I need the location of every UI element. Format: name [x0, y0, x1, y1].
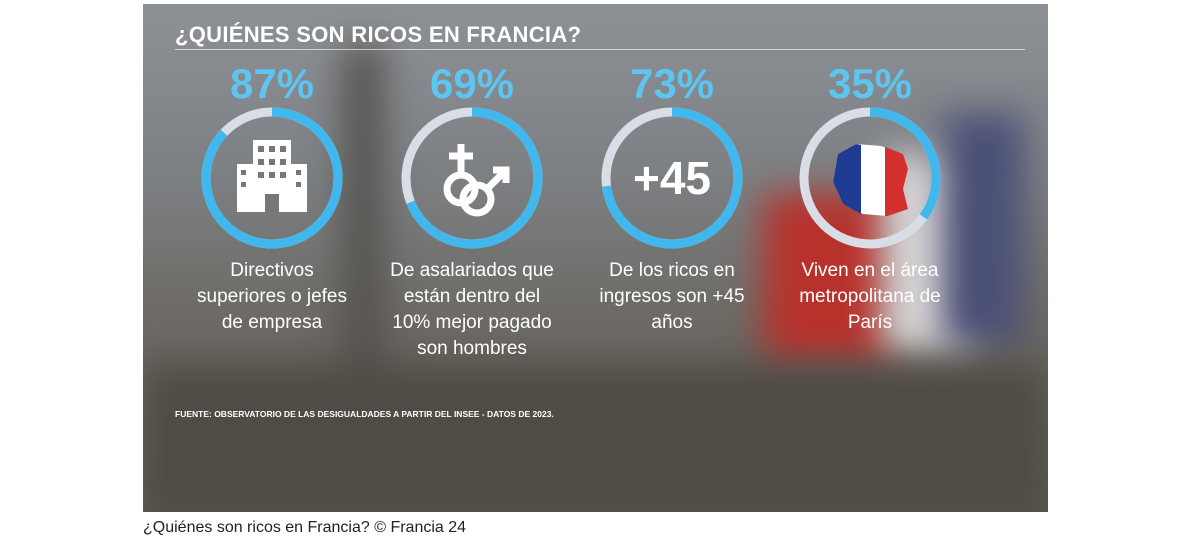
- title: ¿QUIÉNES SON RICOS EN FRANCIA?: [175, 22, 582, 47]
- background: [943, 114, 1023, 344]
- icon-france: [833, 144, 908, 216]
- ring-arc: [799, 107, 941, 249]
- background: [343, 44, 383, 424]
- background: [763, 194, 893, 364]
- badge: +45: [633, 152, 711, 204]
- value-label: 73%: [629, 60, 715, 107]
- title-rule: [175, 49, 1025, 50]
- description: Directivos superiores o jefes de empresa: [197, 260, 347, 333]
- icon-gender: [443, 144, 510, 217]
- icon-building: [237, 140, 307, 212]
- description: Viven en el área metropolitana de París: [799, 260, 941, 333]
- description: De asalariados que están dentro del 10% …: [390, 260, 554, 359]
- description: De los ricos en ingresos son +45 años: [599, 260, 745, 333]
- rings: +45: [201, 107, 941, 249]
- infographic: +45 ¿QUIÉNES SON RICOS EN FRANCIA? 87% Di…: [143, 4, 1048, 512]
- value-label: 69%: [429, 60, 515, 107]
- ring-arc: [401, 107, 543, 249]
- caption: ¿Quiénes son ricos en Francia? © Francia…: [143, 519, 467, 536]
- source: FUENTE: OBSERVATORIO DE LAS DESIGUALDADE…: [175, 409, 554, 419]
- value-label: 35%: [827, 60, 913, 107]
- value-label: 87%: [229, 60, 315, 107]
- ring-arc: [601, 107, 743, 249]
- ring-arc: [201, 107, 343, 249]
- background: [143, 364, 1048, 512]
